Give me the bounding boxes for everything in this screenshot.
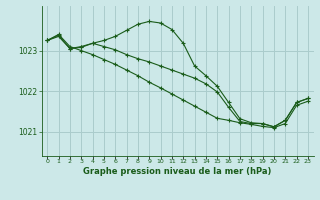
X-axis label: Graphe pression niveau de la mer (hPa): Graphe pression niveau de la mer (hPa) bbox=[84, 167, 272, 176]
